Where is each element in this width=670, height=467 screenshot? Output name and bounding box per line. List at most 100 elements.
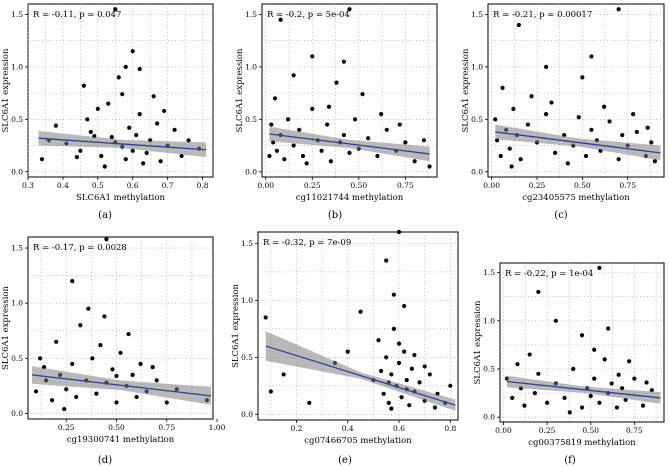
y-axis-title: SLC6A1 expression: [231, 283, 241, 368]
data-point: [263, 315, 268, 320]
data-point: [33, 389, 39, 394]
data-point: [127, 125, 132, 130]
data-point: [396, 360, 402, 366]
data-point: [378, 368, 384, 374]
data-point: [403, 140, 408, 145]
y-tick-label: 1.5: [483, 268, 495, 277]
data-point: [326, 104, 332, 109]
data-point: [381, 391, 386, 396]
data-point: [567, 410, 572, 415]
data-point: [106, 101, 111, 106]
data-point: [632, 376, 637, 381]
data-point: [310, 54, 315, 59]
data-point: [396, 341, 402, 346]
x-tick-label: 0.00: [495, 426, 512, 435]
data-point: [553, 150, 558, 155]
data-point: [422, 364, 427, 369]
x-tick-label: 0.50: [108, 423, 125, 432]
data-point: [334, 80, 339, 85]
data-point: [614, 405, 619, 410]
data-point: [565, 161, 570, 166]
x-axis-title: cg07466705 methylation: [304, 436, 412, 446]
data-point: [579, 405, 585, 410]
data-point: [162, 108, 167, 114]
data-point: [529, 94, 534, 99]
data-point: [282, 157, 287, 162]
data-point: [116, 75, 121, 80]
regression-line: [506, 380, 661, 399]
data-point: [616, 157, 621, 162]
panel-d: 0.25 0.50 0.75 1.00 0.0 0.5 1.0 1.5 R = -0.17, p…: [1, 236, 226, 466]
y-tick-label: 1.0: [471, 62, 483, 71]
data-point: [588, 393, 593, 399]
data-point: [137, 66, 142, 72]
y-tick-label: 1.5: [11, 10, 23, 19]
data-point: [507, 146, 512, 151]
data-point: [627, 359, 632, 364]
data-point: [562, 395, 567, 401]
data-point: [74, 154, 79, 160]
y-axis-title: SLC6A1 expression: [235, 48, 245, 133]
data-point: [579, 333, 585, 338]
data-point: [328, 159, 333, 164]
data-point: [571, 366, 576, 372]
data-point: [360, 92, 365, 97]
y-tick-label: 1.5: [245, 10, 257, 19]
data-point: [549, 100, 554, 105]
data-point: [609, 381, 614, 386]
data-point: [98, 342, 103, 348]
y-tick-label: 0.0: [241, 410, 253, 419]
data-point: [126, 331, 131, 337]
data-point: [412, 352, 417, 358]
data-point: [352, 117, 358, 122]
data-point: [525, 122, 531, 127]
data-point: [78, 323, 83, 328]
data-point: [386, 400, 391, 406]
panel-label: (a): [98, 210, 112, 221]
data-point: [649, 140, 654, 145]
data-point: [589, 127, 594, 132]
data-point: [78, 148, 83, 153]
data-point: [64, 387, 69, 392]
data-point: [90, 356, 95, 361]
data-point: [269, 122, 274, 127]
x-tick-label: 0.6: [127, 181, 139, 190]
data-point: [114, 373, 119, 379]
data-point: [94, 391, 99, 396]
data-point: [104, 237, 109, 242]
data-point: [366, 136, 371, 141]
data-point: [375, 153, 380, 159]
panel-c: 0.00 0.25 0.50 0.75 0.0 0.5 1.0 1.5 R = -0.21, p…: [461, 3, 665, 221]
x-tick-label: 0.75: [158, 423, 175, 432]
data-point: [384, 258, 389, 263]
data-point: [402, 303, 407, 309]
panel-label: (c): [554, 210, 568, 221]
data-point: [144, 150, 149, 155]
data-point: [123, 64, 128, 70]
y-tick-label: 0.5: [241, 353, 253, 362]
plot-frame: [257, 231, 459, 421]
scatter-points: [504, 265, 654, 415]
data-point: [515, 362, 520, 367]
data-point: [358, 309, 363, 314]
data-point: [325, 122, 330, 127]
panel-label: (b): [328, 210, 342, 221]
correlation-annotation: R = -0.17, p = 0.0028: [33, 243, 127, 253]
data-point: [151, 94, 156, 99]
x-axis-title: cg19300741 methylation: [67, 435, 175, 445]
data-point: [297, 127, 302, 132]
correlation-annotation: R = -0.2, p = 5e-04: [267, 10, 350, 20]
data-point: [543, 64, 549, 70]
y-tick-label: 0.0: [11, 167, 23, 176]
data-point: [74, 394, 79, 400]
data-point: [85, 117, 90, 122]
x-tick-label: 0.4: [342, 424, 354, 433]
x-tick-label: 0.3: [22, 181, 34, 190]
x-tick-label: 0.8: [197, 181, 209, 190]
data-point: [307, 400, 312, 406]
data-point: [158, 159, 163, 164]
x-axis-title: cg11021744 methylation: [296, 193, 404, 203]
data-point: [54, 339, 59, 344]
x-axis-title: cg23405575 methylation: [522, 193, 630, 203]
data-point: [291, 143, 296, 148]
